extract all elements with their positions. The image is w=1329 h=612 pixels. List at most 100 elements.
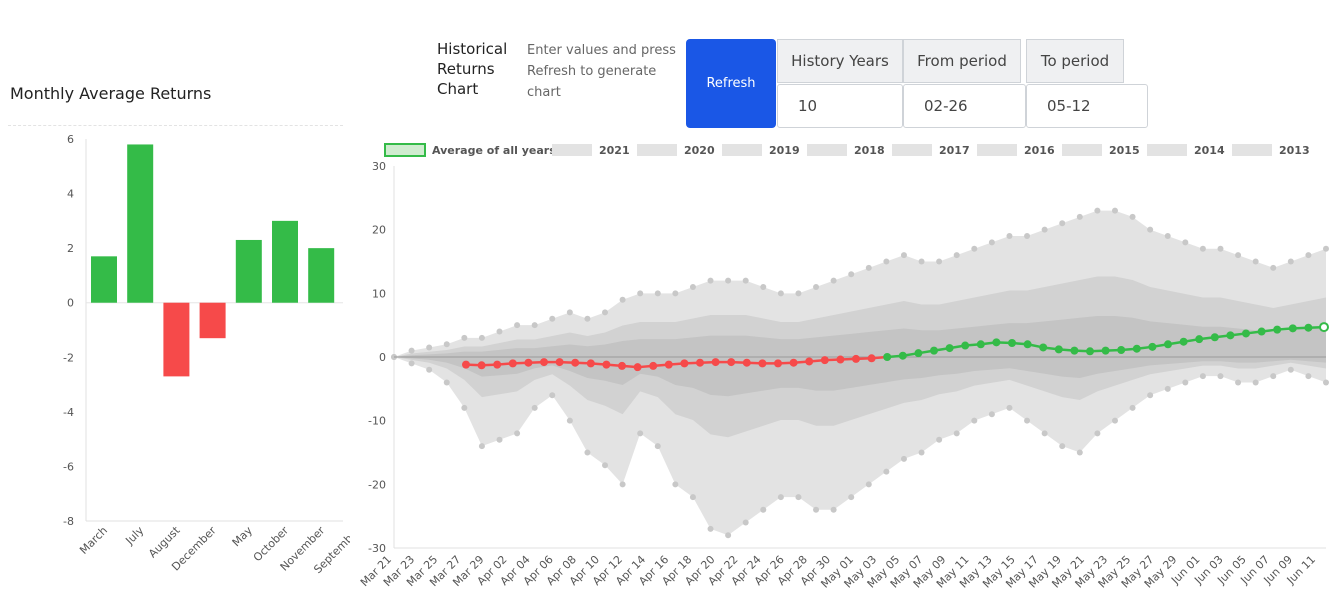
legend-label-2017: 2017: [939, 144, 970, 157]
upper-year-point: [1199, 245, 1206, 252]
upper-year-point: [496, 328, 503, 335]
legend-swatch-2013: [1232, 144, 1272, 156]
upper-year-point: [461, 334, 468, 341]
average-point: [789, 358, 798, 367]
to-period-label: To period: [1026, 39, 1124, 83]
average-point: [992, 338, 1001, 347]
lower-year-point: [408, 360, 415, 367]
lower-year-point: [883, 468, 890, 475]
bar-x-tick: July: [122, 524, 146, 548]
average-segment: [1277, 327, 1293, 331]
average-point: [1148, 342, 1157, 351]
average-segment: [1292, 326, 1309, 330]
average-segment: [1121, 347, 1137, 352]
history-years-input[interactable]: [777, 84, 903, 128]
average-segment: [1199, 336, 1215, 341]
upper-year-point: [566, 309, 573, 316]
average-point: [586, 359, 595, 368]
lower-year-point: [1182, 379, 1189, 386]
line-x-tick: May 21: [1049, 553, 1087, 591]
average-segment: [887, 354, 903, 359]
average-point: [602, 360, 611, 369]
monthly-returns-title: Monthly Average Returns: [10, 84, 212, 103]
average-point: [867, 354, 876, 363]
average-segment: [1074, 349, 1091, 353]
upper-year-point: [936, 258, 943, 265]
legend-swatch-2015: [1062, 144, 1102, 156]
from-period-label: From period: [903, 39, 1021, 83]
lower-year-point: [496, 436, 503, 443]
line-y-tick: 30: [372, 160, 386, 173]
average-point: [555, 358, 564, 367]
average-point: [524, 358, 533, 367]
average-segment: [1261, 328, 1278, 333]
upper-year-point: [689, 283, 696, 290]
to-period-input[interactable]: [1026, 84, 1148, 128]
lower-year-point: [531, 404, 538, 411]
lower-year-point: [1305, 373, 1312, 380]
average-point: [540, 358, 548, 367]
lower-year-point: [1041, 430, 1048, 437]
average-point: [727, 358, 736, 367]
line-x-tick: Apr 16: [636, 553, 671, 588]
average-point: [914, 349, 923, 358]
average-point: [805, 357, 814, 366]
average-point: [711, 358, 720, 367]
average-point: [649, 361, 658, 370]
upper-year-point: [1094, 207, 1101, 214]
average-segment: [497, 362, 513, 366]
lower-year-point: [1252, 379, 1259, 386]
upper-year-point: [1129, 213, 1136, 220]
average-point: [1164, 340, 1172, 349]
legend-label-2015: 2015: [1109, 144, 1140, 157]
line-x-tick: Apr 12: [590, 553, 625, 588]
bar-y-tick: -2: [63, 351, 74, 364]
average-point: [1257, 327, 1266, 336]
average-point: [1273, 325, 1282, 334]
upper-year-point: [672, 290, 679, 297]
line-x-tick: May 27: [1119, 553, 1157, 591]
legend-swatch-2014: [1147, 144, 1187, 156]
average-point: [1226, 331, 1235, 340]
average-point: [462, 360, 470, 369]
average-segment: [1230, 332, 1247, 337]
lower-year-point: [1235, 379, 1242, 386]
lower-year-point: [813, 506, 820, 513]
average-segment: [1043, 346, 1059, 351]
refresh-button[interactable]: Refresh: [686, 39, 776, 128]
lower-year-point: [725, 532, 732, 539]
upper-year-point: [1252, 258, 1259, 265]
bar-y-tick: -4: [63, 406, 74, 419]
lower-year-point: [1287, 366, 1294, 373]
lower-year-point: [1111, 417, 1118, 424]
lower-year-point: [426, 366, 433, 373]
upper-year-point: [478, 334, 485, 341]
lower-year-point: [478, 443, 485, 450]
average-segment: [1089, 349, 1106, 353]
line-y-tick: 20: [372, 224, 386, 237]
line-x-tick: Apr 18: [659, 553, 694, 588]
line-x-tick: May 23: [1073, 553, 1111, 591]
average-point: [493, 360, 502, 369]
lower-year-point: [1024, 417, 1031, 424]
from-period-input[interactable]: [903, 84, 1026, 128]
upper-year-point: [637, 290, 644, 297]
lower-year-point: [795, 494, 802, 501]
average-point: [633, 363, 642, 372]
upper-year-point: [1305, 252, 1312, 259]
upper-year-point: [760, 283, 767, 290]
average-segment: [1152, 343, 1169, 349]
upper-year-point: [883, 258, 890, 265]
line-y-tick: 0: [379, 351, 386, 364]
average-point: [1242, 329, 1250, 338]
average-point: [1023, 340, 1032, 349]
average-segment: [1011, 341, 1028, 346]
upper-year-point: [531, 322, 538, 329]
line-x-tick: May 13: [957, 553, 995, 591]
lower-year-point: [1147, 392, 1154, 399]
lower-year-point: [1076, 449, 1083, 456]
average-point: [774, 359, 782, 368]
line-x-tick: Apr 28: [775, 553, 810, 588]
lower-year-point: [988, 411, 995, 418]
line-x-tick: Mar 27: [427, 553, 463, 589]
